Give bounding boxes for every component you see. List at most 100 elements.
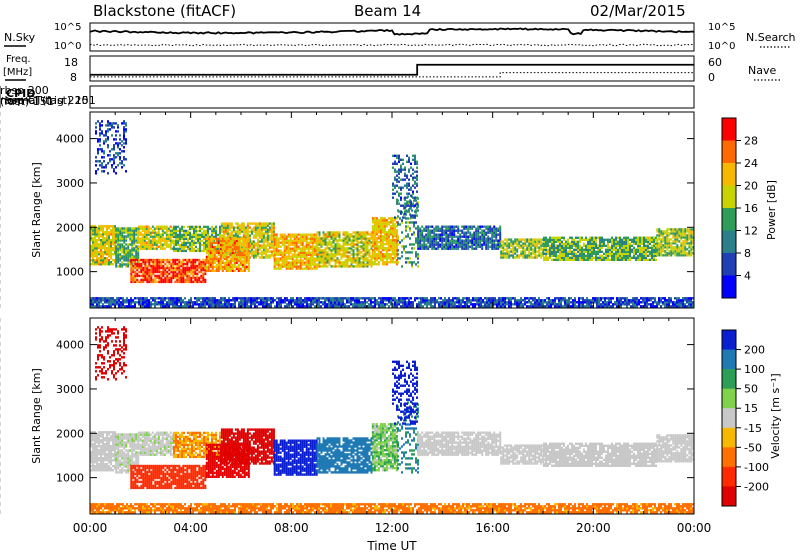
power-cell — [491, 227, 494, 230]
power-cell — [213, 227, 215, 231]
power-cell — [108, 253, 110, 256]
power-cell — [324, 233, 327, 236]
power-cell — [235, 255, 238, 259]
power-cell — [405, 261, 407, 264]
power-cell — [635, 238, 637, 241]
power-cell — [114, 243, 116, 246]
power-cell — [366, 241, 369, 244]
power-cell — [236, 236, 239, 239]
power-cell — [262, 234, 265, 237]
power-cell — [219, 237, 222, 241]
power-cell — [315, 251, 318, 254]
power-cell — [692, 230, 694, 233]
power-cell — [165, 237, 168, 240]
power-cell — [182, 274, 185, 278]
power-cell — [211, 267, 214, 270]
power-cell — [485, 245, 488, 248]
power-cell — [293, 253, 296, 256]
power-cell — [499, 231, 502, 234]
power-cell — [192, 268, 195, 272]
power-cell — [215, 233, 217, 237]
power-cell — [98, 301, 100, 304]
power-cell — [94, 227, 96, 230]
power-cell — [234, 230, 237, 233]
power-cell — [152, 264, 155, 268]
power-cell — [379, 217, 382, 220]
power-cell — [125, 235, 128, 238]
power-cell — [346, 241, 349, 244]
power-cell — [406, 210, 408, 213]
power-cell — [117, 231, 120, 234]
power-cell — [289, 235, 292, 238]
power-cell — [379, 247, 382, 250]
power-cell — [664, 232, 667, 235]
power-cell — [637, 242, 639, 245]
power-cell — [522, 256, 525, 259]
power-cell — [396, 170, 398, 173]
power-cell — [262, 256, 265, 259]
power-cell — [135, 265, 138, 268]
power-cell — [211, 261, 214, 265]
power-cell — [500, 252, 503, 255]
power-cell — [260, 232, 263, 235]
power-cell — [108, 231, 110, 234]
power-cell — [176, 266, 179, 270]
power-cell — [383, 237, 386, 240]
power-cell — [90, 301, 92, 304]
power-cell — [684, 246, 687, 249]
power-cell — [260, 246, 263, 249]
power-cell — [599, 250, 601, 253]
power-cell — [427, 235, 430, 238]
power-cell — [188, 270, 191, 274]
power-cell — [96, 305, 98, 308]
power-cell — [518, 256, 521, 259]
power-cell — [153, 243, 156, 246]
power-cell — [129, 233, 132, 236]
power-cell — [316, 263, 319, 266]
power-cell — [194, 280, 197, 284]
power-cell — [207, 239, 210, 243]
power-cell — [447, 241, 450, 244]
power-cell — [459, 243, 462, 246]
power-cell — [455, 241, 458, 244]
power-cell — [575, 236, 577, 239]
power-cell — [392, 154, 394, 157]
power-cell — [543, 236, 545, 239]
power-cell — [479, 225, 482, 228]
power-cell — [451, 225, 454, 228]
power-cell — [161, 229, 164, 232]
power-cell — [242, 230, 245, 233]
power-cell — [129, 253, 132, 256]
power-cell — [205, 261, 208, 265]
power-cell — [536, 246, 539, 249]
power-cell — [289, 261, 292, 264]
power-cell — [601, 236, 603, 239]
power-cell — [508, 242, 511, 245]
power-cell — [281, 265, 284, 268]
power-cell — [497, 243, 500, 246]
power-cell — [603, 244, 605, 247]
power-cell — [145, 237, 148, 240]
power-cell — [645, 244, 647, 247]
power-cell — [551, 240, 553, 243]
power-cell — [692, 232, 694, 235]
power-cell — [358, 253, 361, 256]
power-cell — [272, 222, 275, 225]
power-cell — [385, 249, 388, 252]
power-cell — [295, 267, 298, 270]
power-cell — [587, 258, 589, 261]
power-cell — [475, 231, 478, 234]
power-cell — [413, 261, 415, 264]
power-cell — [187, 237, 189, 241]
power-cell — [124, 305, 126, 308]
power-cell — [307, 259, 310, 262]
power-cell — [530, 246, 533, 249]
power-cell — [141, 225, 144, 228]
power-cell — [90, 227, 92, 230]
power-cell — [391, 243, 394, 246]
power-cell — [577, 256, 579, 259]
power-cell — [241, 247, 244, 251]
power-cell — [197, 225, 199, 229]
power-cell — [244, 232, 247, 235]
power-cell — [371, 235, 374, 238]
